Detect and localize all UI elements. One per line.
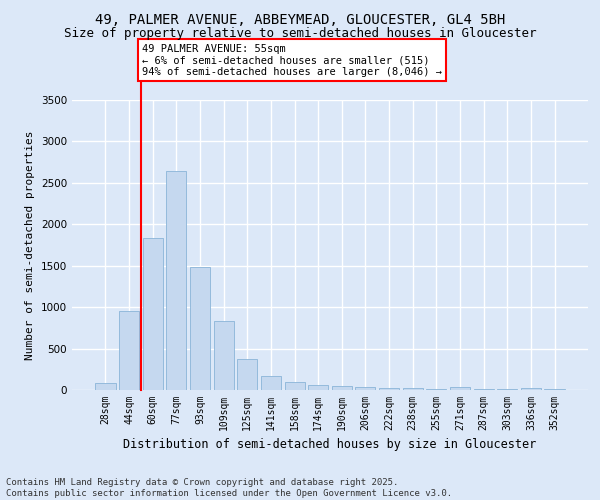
Bar	[450, 386, 470, 390]
Bar	[166, 172, 187, 390]
Bar	[473, 389, 494, 390]
Bar	[261, 376, 281, 390]
Bar	[308, 385, 328, 390]
Bar	[521, 388, 541, 390]
Bar	[95, 384, 116, 390]
Text: 49, PALMER AVENUE, ABBEYMEAD, GLOUCESTER, GL4 5BH: 49, PALMER AVENUE, ABBEYMEAD, GLOUCESTER…	[95, 12, 505, 26]
Bar	[332, 386, 352, 390]
Bar	[237, 359, 257, 390]
Text: 49 PALMER AVENUE: 55sqm
← 6% of semi-detached houses are smaller (515)
94% of se: 49 PALMER AVENUE: 55sqm ← 6% of semi-det…	[142, 44, 442, 77]
Bar	[143, 238, 163, 390]
Bar	[544, 389, 565, 390]
Bar	[190, 268, 210, 390]
Bar	[379, 388, 399, 390]
X-axis label: Distribution of semi-detached houses by size in Gloucester: Distribution of semi-detached houses by …	[124, 438, 536, 452]
Bar	[426, 389, 446, 390]
Text: Contains HM Land Registry data © Crown copyright and database right 2025.
Contai: Contains HM Land Registry data © Crown c…	[6, 478, 452, 498]
Bar	[355, 387, 376, 390]
Text: Size of property relative to semi-detached houses in Gloucester: Size of property relative to semi-detach…	[64, 28, 536, 40]
Bar	[403, 388, 423, 390]
Y-axis label: Number of semi-detached properties: Number of semi-detached properties	[25, 130, 35, 360]
Bar	[119, 312, 139, 390]
Bar	[497, 389, 517, 390]
Bar	[284, 382, 305, 390]
Bar	[214, 321, 234, 390]
